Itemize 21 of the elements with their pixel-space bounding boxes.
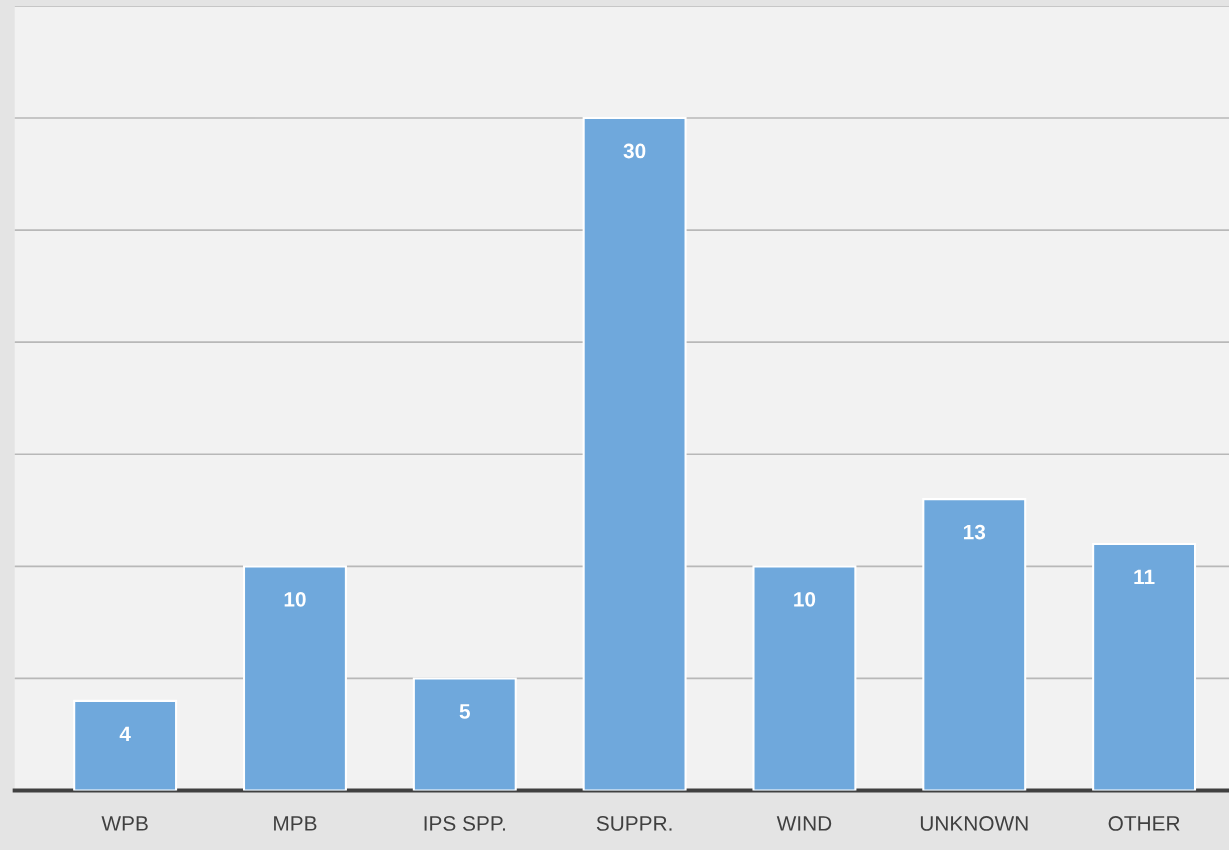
bar: [752, 565, 857, 791]
data-label: 10: [284, 591, 306, 607]
bar: [1092, 542, 1197, 791]
bar: [922, 498, 1027, 791]
bar: [242, 565, 347, 791]
x-tick-label: MPB: [274, 816, 317, 831]
data-label: 5: [459, 704, 470, 719]
x-tick-label: OTHER: [1108, 816, 1180, 831]
x-tick-label: SUPPR.: [596, 816, 672, 831]
bar: [582, 116, 687, 791]
x-tick-label: UNKNOWN: [920, 816, 1028, 831]
data-label: 4: [119, 726, 131, 741]
data-label: 30: [623, 143, 646, 159]
x-tick-label: WPB: [101, 816, 148, 831]
data-label: 10: [794, 591, 816, 607]
bar: [412, 677, 517, 791]
data-label: 11: [1134, 569, 1155, 585]
x-tick-label: IPS SPP.: [424, 816, 505, 831]
data-label: 13: [963, 524, 986, 540]
x-tick-label: WIND: [776, 816, 832, 831]
bar: [73, 699, 178, 791]
